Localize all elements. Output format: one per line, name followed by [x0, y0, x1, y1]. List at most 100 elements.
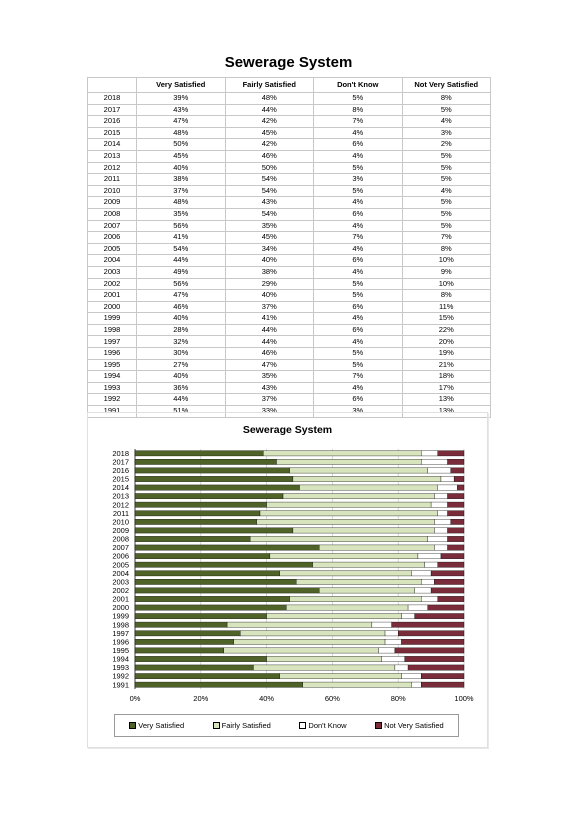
table-row: 1999 40% 41% 4% 15%	[87, 312, 491, 325]
table-cell: 4%	[401, 115, 491, 128]
table-year-cell: 1993	[87, 381, 137, 395]
bar-segment-don-t-know	[414, 587, 432, 594]
table-cell: 44%	[224, 323, 314, 337]
bar-segment-not-very-satisfied	[421, 673, 465, 679]
bar-segment-fairly-satisfied	[256, 519, 435, 525]
legend-item: Very Satisfied	[129, 721, 184, 730]
bar-segment-fairly-satisfied	[289, 467, 428, 474]
y-tick-label: 2018	[112, 449, 129, 458]
table-year-cell: 2015	[87, 126, 137, 140]
table-row: 2010 37% 54% 5% 4%	[87, 184, 491, 198]
legend-label: Don't Know	[308, 721, 347, 730]
table-row: 1992 44% 37% 6% 13%	[87, 393, 491, 407]
bar-segment-don-t-know	[394, 664, 409, 671]
table-year-cell: 2005	[87, 242, 137, 256]
table-cell: 29%	[224, 277, 314, 291]
table-year-cell: 2017	[87, 103, 137, 117]
table-cell: 11%	[401, 300, 491, 314]
table-cell: 8%	[313, 103, 403, 117]
bar-segment-fairly-satisfied	[263, 450, 422, 457]
bar-segment-fairly-satisfied	[259, 510, 438, 517]
bar-segment-not-very-satisfied	[430, 570, 465, 577]
bar-segment-fairly-satisfied	[279, 673, 402, 679]
table-cell: 36%	[136, 381, 226, 395]
bar-segment-not-very-satisfied	[450, 467, 465, 474]
table-year-cell: 2004	[87, 254, 137, 267]
table-row: 2000 46% 37% 6% 11%	[87, 300, 491, 314]
table-cell: 13%	[401, 393, 491, 407]
table-year-cell: 2008	[87, 207, 137, 221]
bar-segment-don-t-know	[434, 544, 448, 551]
table-body: 2018 39% 48% 5% 8% 2017 43% 44% 8% 5% 2016 47% 42% 7%…	[87, 92, 491, 418]
table-year-cell: 1994	[87, 370, 137, 383]
bar-segment-not-very-satisfied	[398, 630, 465, 637]
bar-segment-not-very-satisfied	[447, 536, 465, 542]
table-row: 1997 32% 44% 4% 20%	[87, 335, 491, 349]
legend-item: Not Very Satisfied	[375, 721, 444, 730]
bar-segment-don-t-know	[437, 484, 458, 491]
table-year-cell: 1997	[87, 335, 137, 349]
y-tick-label: 2009	[112, 526, 129, 535]
table-cell: 5%	[313, 161, 403, 175]
table-header-cell: Fairly Satisfied	[224, 77, 314, 93]
bar-segment-very-satisfied	[134, 476, 294, 482]
chart-legend: Very Satisfied Fairly Satisfied Don't Know…	[114, 714, 459, 737]
table-cell: 8%	[401, 289, 491, 302]
bar-segment-fairly-satisfied	[319, 587, 415, 594]
y-tick-label: 2016	[112, 466, 129, 475]
table-row: 2018 39% 48% 5% 8%	[87, 92, 491, 105]
bar-segment-don-t-know	[384, 630, 399, 637]
y-tick-label: 2011	[113, 509, 129, 518]
legend-item: Fairly Satisfied	[212, 721, 271, 730]
bar-segment-don-t-know	[434, 493, 448, 499]
table-cell: 9%	[401, 265, 491, 279]
y-tick-label: 2014	[112, 483, 129, 492]
table-cell: 48%	[224, 92, 314, 105]
legend-label: Not Very Satisfied	[384, 721, 444, 730]
table-cell: 20%	[401, 335, 491, 349]
bar-segment-very-satisfied	[134, 561, 313, 568]
table-cell: 42%	[224, 115, 314, 128]
table-row: 2001 47% 40% 5% 8%	[87, 289, 491, 302]
table-year-cell: 2006	[87, 231, 137, 244]
bar-segment-fairly-satisfied	[266, 656, 382, 662]
bar-segment-fairly-satisfied	[292, 476, 442, 482]
table-cell: 6%	[313, 254, 403, 267]
table-cell: 40%	[136, 370, 226, 383]
table-cell: 13%	[401, 405, 491, 418]
bar-segment-fairly-satisfied	[286, 604, 409, 611]
bar-segment-don-t-know	[440, 476, 455, 482]
y-tick-label: 1992	[112, 672, 129, 681]
bar-segment-very-satisfied	[134, 630, 241, 637]
table-cell: 44%	[136, 393, 226, 407]
table-cell: 54%	[224, 207, 314, 221]
bar-segment-not-very-satisfied	[453, 476, 465, 482]
x-tick-label: 40%	[259, 694, 274, 703]
bar-segment-don-t-know	[427, 536, 448, 542]
bar-segment-don-t-know	[411, 681, 422, 688]
bar-segment-fairly-satisfied	[289, 596, 422, 602]
bar-segment-fairly-satisfied	[226, 621, 373, 628]
bar-segment-don-t-know	[437, 510, 448, 517]
y-tick-label: 1991	[112, 680, 129, 689]
bar-segment-don-t-know	[421, 579, 435, 585]
bar-segment-very-satisfied	[134, 604, 287, 611]
table-cell: 47%	[136, 115, 226, 128]
table-row: 2012 40% 50% 5% 5%	[87, 161, 491, 175]
bar-segment-very-satisfied	[134, 510, 261, 517]
table-cell: 41%	[136, 231, 226, 244]
table-row: 1996 30% 46% 5% 19%	[87, 347, 491, 360]
table-cell: 33%	[224, 405, 314, 418]
table-header-cell: Don't Know	[313, 77, 403, 93]
bar-segment-fairly-satisfied	[302, 681, 412, 688]
bar-segment-don-t-know	[411, 570, 432, 577]
y-tick-label: 1997	[112, 629, 129, 638]
table-cell: 6%	[313, 300, 403, 314]
table-row: 1995 27% 47% 5% 21%	[87, 358, 491, 372]
page-title: Sewerage System	[224, 54, 353, 71]
bar-segment-fairly-satisfied	[223, 647, 379, 654]
table-cell: 4%	[313, 312, 403, 325]
bar-segment-very-satisfied	[134, 467, 290, 474]
bar-segment-fairly-satisfied	[249, 536, 428, 542]
table-year-cell: 1999	[87, 312, 137, 325]
